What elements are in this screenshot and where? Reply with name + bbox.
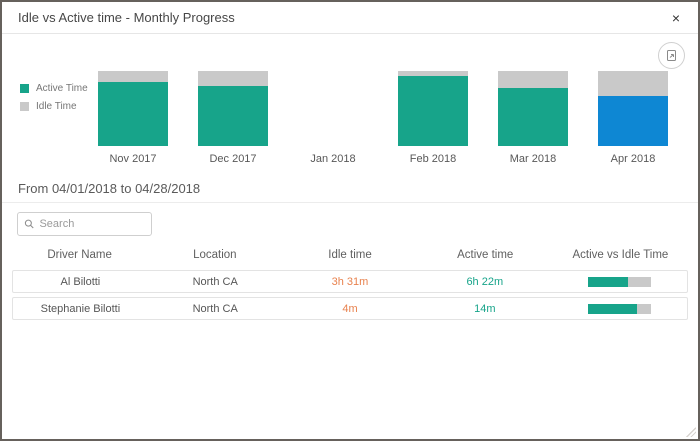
active-vs-idle-bar bbox=[588, 276, 652, 287]
stacked-bar bbox=[398, 71, 468, 146]
stacked-bar bbox=[598, 71, 668, 146]
month-label: Nov 2017 bbox=[109, 153, 157, 165]
active-ratio-fill bbox=[588, 303, 638, 314]
table-row[interactable]: Al Bilotti North CA 3h 31m 6h 22m bbox=[12, 270, 688, 293]
active-ratio-fill bbox=[588, 276, 629, 287]
col-header-active-vs-idle: Active vs Idle Time bbox=[572, 249, 669, 261]
export-chart-button[interactable] bbox=[658, 42, 685, 69]
legend-item-idle: Idle Time bbox=[20, 101, 88, 112]
period-heading: From 04/01/2018 to 04/28/2018 bbox=[18, 181, 201, 196]
month-label: Apr 2018 bbox=[610, 153, 656, 165]
active-segment bbox=[598, 95, 668, 146]
col-header-location: Location bbox=[193, 249, 237, 261]
legend-label-active: Active Time bbox=[36, 83, 88, 94]
active-segment bbox=[98, 82, 168, 146]
stacked-bar-chart: Nov 2017 Dec 2017 Jan 2018 Feb 2018 Mar 2018… bbox=[83, 71, 683, 165]
active-vs-idle-cell bbox=[552, 303, 687, 314]
dialog-title: Idle vs Active time - Monthly Progress bbox=[18, 10, 235, 25]
month-label: Feb 2018 bbox=[409, 153, 457, 165]
search-input[interactable] bbox=[39, 218, 145, 230]
col-header-idle-time: Idle time bbox=[328, 249, 372, 261]
active-vs-idle-bar bbox=[588, 303, 652, 314]
location-cell: North CA bbox=[192, 302, 238, 315]
search-icon bbox=[24, 219, 34, 229]
drivers-table: Driver Name Location Idle time Active ti… bbox=[12, 249, 688, 320]
chart-legend: Active Time Idle Time bbox=[20, 83, 88, 119]
chart-bar-column[interactable]: Nov 2017 bbox=[83, 71, 183, 165]
export-image-icon bbox=[667, 50, 676, 61]
legend-label-idle: Idle Time bbox=[36, 101, 77, 112]
chart-bar-column[interactable]: Feb 2018 bbox=[383, 71, 483, 165]
table-body: Al Bilotti North CA 3h 31m 6h 22m Stephanie … bbox=[12, 270, 688, 320]
idle-time-cell: 3h 31m bbox=[331, 275, 369, 288]
stacked-bar bbox=[498, 71, 568, 146]
location-cell: North CA bbox=[192, 275, 238, 288]
idle-segment bbox=[198, 71, 268, 86]
close-icon[interactable]: × bbox=[671, 9, 680, 26]
driver-name-cell: Stephanie Bilotti bbox=[40, 302, 121, 315]
idle-segment bbox=[598, 71, 668, 96]
month-label: Dec 2017 bbox=[209, 153, 257, 165]
table-row[interactable]: Stephanie Bilotti North CA 4m 14m bbox=[12, 297, 688, 320]
idle-segment bbox=[398, 71, 468, 77]
table-header-row: Driver Name Location Idle time Active ti… bbox=[12, 249, 688, 261]
chart-bar-column[interactable]: Jan 2018 bbox=[283, 71, 383, 165]
legend-item-active: Active Time bbox=[20, 83, 88, 94]
stacked-bar bbox=[98, 71, 168, 146]
col-header-active-time: Active time bbox=[457, 249, 514, 261]
monthly-chart-section: Active Time Idle Time Nov 2017 Dec 2017 Ja… bbox=[2, 34, 698, 170]
idle-time-swatch bbox=[20, 102, 29, 111]
stacked-bar bbox=[198, 71, 268, 146]
col-header-driver-name: Driver Name bbox=[47, 249, 112, 261]
driver-name-cell: Al Bilotti bbox=[60, 275, 101, 288]
period-divider bbox=[2, 202, 698, 203]
chart-bar-column[interactable]: Apr 2018 bbox=[583, 71, 683, 165]
search-box[interactable] bbox=[17, 212, 152, 236]
active-time-cell: 14m bbox=[474, 302, 496, 315]
stacked-bar bbox=[298, 71, 368, 146]
chart-bar-column[interactable]: Mar 2018 bbox=[483, 71, 583, 165]
active-segment bbox=[398, 76, 468, 146]
active-segment bbox=[498, 87, 568, 146]
month-label: Mar 2018 bbox=[509, 153, 557, 165]
active-time-swatch bbox=[20, 84, 29, 93]
active-segment bbox=[198, 86, 268, 146]
idle-time-cell: 4m bbox=[342, 302, 358, 315]
dialog-header: Idle vs Active time - Monthly Progress × bbox=[2, 2, 698, 34]
chart-bar-column[interactable]: Dec 2017 bbox=[183, 71, 283, 165]
resize-handle-icon[interactable] bbox=[686, 427, 696, 437]
active-time-cell: 6h 22m bbox=[466, 275, 504, 288]
month-label: Jan 2018 bbox=[310, 153, 356, 165]
idle-segment bbox=[98, 71, 168, 83]
idle-segment bbox=[498, 71, 568, 88]
active-vs-idle-cell bbox=[552, 276, 687, 287]
